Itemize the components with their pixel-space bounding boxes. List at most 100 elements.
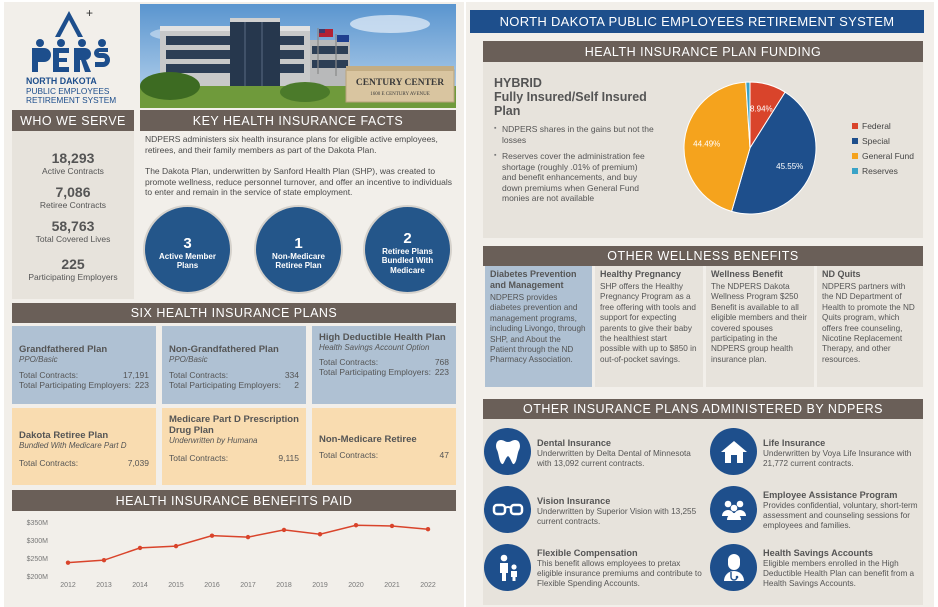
stat-employers: 225 Participating Employers: [12, 256, 134, 282]
x-tick-label: 2019: [312, 582, 328, 589]
cursor-crosshair-icon: +: [86, 6, 94, 20]
row-key: Total Participating Employers:: [169, 379, 281, 390]
legend-label: Reserves: [862, 166, 898, 176]
ins-text: Underwritten by Superior Vision with 13,…: [537, 507, 697, 526]
row-key: Total Contracts:: [169, 453, 229, 463]
who-we-serve-panel: [12, 131, 134, 299]
circle-label: Retiree Plans Bundled With Medicare: [381, 246, 434, 275]
x-tick-label: 2012: [60, 582, 76, 589]
flexible-compensation: Flexible Compensation This benefit allow…: [537, 548, 707, 589]
plan-sub: PPO/Basic: [19, 355, 58, 364]
circle-retiree-medicare: 2 Retiree Plans Bundled With Medicare: [363, 205, 452, 294]
logo-text: NORTH DAKOTA PUBLIC EMPLOYEES RETIREMENT…: [26, 76, 117, 106]
pie-label: 44.49%: [693, 139, 720, 148]
logo-line2: PUBLIC EMPLOYEES: [26, 85, 110, 96]
legend-item-reserves: Reserves: [852, 166, 914, 176]
page-title: NORTH DAKOTA PUBLIC EMPLOYEES RETIREMENT…: [470, 10, 924, 33]
ins-title: Dental Insurance: [537, 438, 612, 448]
wellness-title: Healthy Pregnancy: [600, 269, 682, 279]
data-point: [353, 523, 359, 528]
row-key: Total Participating Employers:: [19, 379, 131, 390]
plan-dakota-retiree: Dakota Retiree Plan Bundled With Medicar…: [12, 408, 156, 485]
bullet-item: NDPERS shares in the gains but not the l…: [494, 124, 654, 145]
y-tick-label: $350M: [27, 520, 49, 527]
wellness-text: SHP offers the Healthy Pregnancy Program…: [600, 282, 697, 364]
stat-value: 7,086: [55, 184, 91, 200]
y-tick-label: $300M: [27, 538, 49, 545]
wellness-header: OTHER WELLNESS BENEFITS: [483, 246, 923, 266]
other-plans-header: OTHER INSURANCE PLANS ADMINISTERED BY ND…: [483, 399, 923, 419]
bullet-item: Reserves cover the administration fee sh…: [494, 151, 654, 204]
vision-insurance: Vision Insurance Underwritten by Superio…: [537, 496, 707, 527]
wellness-nd-quits: ND Quits NDPERS partners with the ND Dep…: [817, 266, 923, 387]
plan-name: Medicare Part D Prescription Drug Plan: [169, 414, 299, 436]
hybrid-line2: Fully Insured/Self Insured Plan: [494, 90, 647, 118]
plan-row: Total Contracts: 334: [169, 370, 299, 381]
pie-slice-general-fund: [683, 81, 751, 213]
stat-value: 18,293: [51, 150, 95, 166]
ins-title: Vision Insurance: [537, 496, 611, 506]
ins-text: Underwritten by Voya Life Insurance with…: [763, 449, 912, 468]
people-icon: [710, 486, 757, 533]
x-tick-label: 2021: [384, 582, 400, 589]
row-key: Total Contracts:: [319, 450, 379, 460]
plan-row: Total Participating Employers: 223: [319, 366, 449, 378]
legend-swatch: [852, 153, 858, 159]
logo-line1: NORTH DAKOTA: [26, 76, 97, 86]
row-value: 334: [284, 370, 299, 380]
row-value: 223: [134, 379, 149, 390]
plan-sub: PPO/Basic: [169, 355, 208, 364]
plan-sub: Underwritten by Humana: [169, 436, 258, 445]
ndpers-logo-icon: [32, 11, 110, 72]
ins-title: Life Insurance: [763, 438, 826, 448]
data-point: [245, 534, 251, 540]
plan-name: Dakota Retiree Plan: [19, 430, 109, 441]
ins-text: Provides confidential, voluntary, short-…: [763, 501, 918, 530]
legend-swatch: [852, 123, 858, 129]
plan-non-medicare-retiree: Non-Medicare Retiree Total Contracts: 47: [312, 408, 456, 485]
series-line: [67, 524, 429, 564]
wellness-text: The NDPERS Dakota Wellness Program $250 …: [711, 282, 808, 364]
legend-item-federal: Federal: [852, 121, 914, 131]
wellness-benefit: Wellness Benefit The NDPERS Dakota Welln…: [706, 266, 814, 387]
sign-sub: 1600 E CENTURY AVENUE: [370, 92, 430, 97]
stat-value: 225: [61, 256, 85, 272]
ins-title: Flexible Compensation: [537, 548, 638, 558]
row-key: Total Contracts:: [19, 458, 79, 468]
funding-pie-chart: 8.94% 45.55% 44.49%: [683, 81, 817, 215]
doctor-icon: [710, 544, 757, 591]
funding-header: HEALTH INSURANCE PLAN FUNDING: [483, 41, 923, 62]
ins-text: Eligible members enrolled in the High De…: [763, 559, 915, 588]
building-photo: CENTURY CENTER 1600 E CENTURY AVENUE: [140, 4, 456, 108]
who-we-serve-header: WHO WE SERVE: [12, 110, 134, 131]
plan-row: Total Contracts: 17,191: [19, 370, 149, 381]
logo-line3: RETIREMENT SYSTEM: [26, 95, 117, 106]
circle-number: 2: [403, 229, 412, 247]
x-tick-label: 2022: [420, 582, 436, 589]
y-tick-label: $200M: [27, 574, 49, 581]
stat-retiree-contracts: 7,086 Retiree Contracts: [12, 184, 134, 210]
row-value: 223: [434, 366, 449, 377]
hybrid-block: HYBRID Fully Insured/Self Insured Plan N…: [494, 76, 654, 210]
tooth-icon: [484, 428, 531, 475]
six-plans-header: SIX HEALTH INSURANCE PLANS: [12, 303, 456, 323]
plan-row: Total Contracts: 7,039: [19, 458, 149, 469]
pie-slice-reserves: [745, 81, 751, 149]
circle-label: Non-Medicare Retiree Plan: [272, 251, 325, 271]
ins-text: Underwritten by Delta Dental of Minnesot…: [537, 449, 691, 468]
stat-label: Retiree Contracts: [39, 200, 107, 210]
stat-active-contracts: 18,293 Active Contracts: [12, 150, 134, 176]
row-key: Total Contracts:: [319, 357, 379, 367]
x-tick-label: 2017: [240, 582, 256, 589]
legend-swatch: [852, 138, 858, 144]
plan-sub: Bundled With Medicare Part D: [19, 441, 127, 450]
plan-row: Total Contracts: 768: [319, 357, 449, 368]
benefits-line-chart: $200M $250M $300M $350M 2012 2013 2014 2015 2016…: [27, 520, 436, 589]
circle-number: 1: [294, 234, 303, 252]
stat-label: Active Contracts: [42, 166, 104, 176]
ins-text: This benefit allows employees to pretax …: [537, 559, 702, 588]
wellness-text: NDPERS partners with the ND Department o…: [822, 282, 915, 364]
stat-covered-lives: 58,763 Total Covered Lives: [12, 218, 134, 244]
benefits-paid-header: HEALTH INSURANCE BENEFITS PAID: [12, 490, 456, 511]
plan-non-grandfathered: Non-Grandfathered Plan PPO/Basic Total C…: [162, 326, 306, 404]
